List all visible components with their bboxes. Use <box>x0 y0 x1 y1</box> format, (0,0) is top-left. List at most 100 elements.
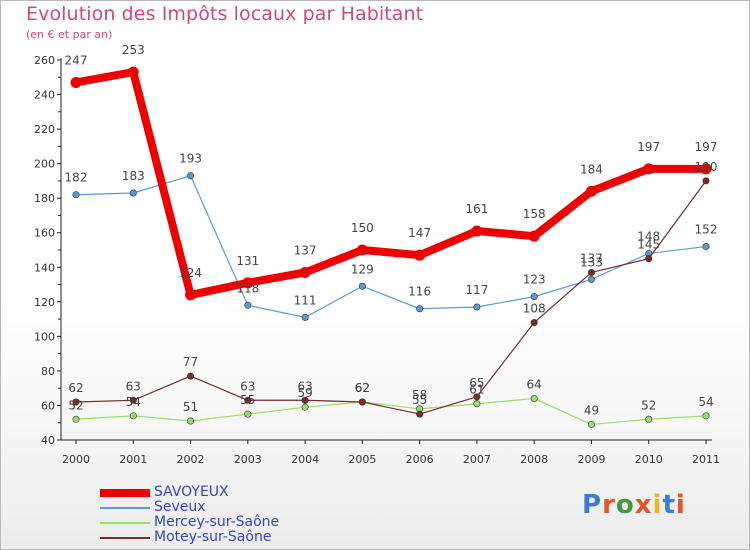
data-point <box>301 396 309 404</box>
data-label: 54 <box>126 395 141 409</box>
chart-title: Evolution des Impôts locaux par Habitant <box>26 3 424 25</box>
data-label: 62 <box>355 381 370 395</box>
data-point <box>645 415 653 423</box>
data-label: 111 <box>294 293 317 307</box>
data-label: 183 <box>122 169 145 183</box>
data-point <box>72 415 80 423</box>
data-point <box>129 189 137 197</box>
data-point <box>185 289 197 301</box>
data-point <box>702 177 710 185</box>
x-tick-label: 2005 <box>348 453 376 466</box>
data-point <box>528 230 540 242</box>
data-point <box>700 163 712 175</box>
data-point <box>129 396 137 404</box>
data-point <box>72 398 80 406</box>
x-tick-label: 2001 <box>119 453 147 466</box>
data-label: 158 <box>523 207 546 221</box>
x-tick-label: 2010 <box>635 453 663 466</box>
data-label: 55 <box>412 393 427 407</box>
line-chart: 40 60 80 100 120 140 160 180 200 220 240 260 2000 200… <box>34 43 720 466</box>
data-point <box>587 268 595 276</box>
logo-letter: x <box>634 490 653 520</box>
data-label: 247 <box>65 53 88 67</box>
series-line-savoyeux <box>72 68 710 299</box>
data-label: 147 <box>408 226 431 240</box>
data-label: 77 <box>183 355 198 369</box>
y-tick-label: 80 <box>41 365 55 378</box>
data-label: 129 <box>351 262 374 276</box>
data-label: 117 <box>465 283 488 297</box>
y-tick-label: 140 <box>34 261 55 274</box>
data-label: 133 <box>580 255 603 269</box>
x-tick-label: 2003 <box>234 453 262 466</box>
data-point <box>530 319 538 327</box>
data-label: 197 <box>637 140 660 154</box>
data-label: 63 <box>126 379 141 393</box>
logo-letter: i <box>675 490 686 520</box>
legend-swatch <box>100 489 150 497</box>
data-label: 152 <box>695 223 718 237</box>
data-point <box>244 396 252 404</box>
data-label: 116 <box>408 285 431 299</box>
data-point <box>358 398 366 406</box>
y-tick-label: 160 <box>34 227 55 240</box>
data-point <box>299 266 311 278</box>
y-tick-label: 60 <box>41 399 55 412</box>
data-label: 58 <box>412 388 427 402</box>
legend-swatch <box>100 507 150 509</box>
data-point <box>244 301 252 309</box>
data-point <box>242 277 254 289</box>
data-label: 148 <box>637 229 660 243</box>
data-label: 61 <box>469 383 484 397</box>
data-point <box>702 243 710 251</box>
data-label: 54 <box>698 395 713 409</box>
data-point <box>471 225 483 237</box>
data-label: 52 <box>68 398 83 412</box>
y-tick-label: 200 <box>34 158 55 171</box>
data-label: 137 <box>580 251 603 265</box>
x-tick-label: 2011 <box>692 453 720 466</box>
data-label: 123 <box>523 273 546 287</box>
data-label: 62 <box>355 381 370 395</box>
proxiti-logo: Proxiti <box>582 490 686 520</box>
data-label: 197 <box>695 140 718 154</box>
y-tick-label: 240 <box>34 89 55 102</box>
data-point <box>129 412 137 420</box>
legend-label: SAVOYEUX <box>154 484 229 500</box>
data-point <box>358 282 366 290</box>
legend-swatch <box>100 537 150 539</box>
data-label: 150 <box>351 221 374 235</box>
data-label: 184 <box>580 162 603 176</box>
y-tick-label: 40 <box>41 434 55 447</box>
data-point <box>473 303 481 311</box>
data-label: 131 <box>236 254 259 268</box>
data-label: 145 <box>637 238 660 252</box>
data-point <box>187 417 195 425</box>
x-tick-label: 2002 <box>177 453 205 466</box>
data-point <box>473 393 481 401</box>
series-line-motey-sur-sa-ne <box>75 180 707 415</box>
data-point <box>301 403 309 411</box>
data-label: 118 <box>236 281 259 295</box>
data-point <box>70 76 82 88</box>
logo-letter: o <box>615 490 635 520</box>
data-point <box>585 185 597 197</box>
y-tick-label: 120 <box>34 296 55 309</box>
series-line-seveux <box>75 175 707 318</box>
data-label: 253 <box>122 43 145 57</box>
data-label: 193 <box>179 152 202 166</box>
data-label: 59 <box>297 386 312 400</box>
data-point <box>702 412 710 420</box>
data-point <box>587 275 595 283</box>
data-label: 190 <box>695 160 718 174</box>
data-label: 52 <box>641 398 656 412</box>
data-label: 108 <box>523 302 546 316</box>
data-point <box>473 400 481 408</box>
x-tick-label: 2008 <box>520 453 548 466</box>
data-point <box>530 395 538 403</box>
data-label: 63 <box>240 379 255 393</box>
legend-label: Seveux <box>154 499 206 515</box>
data-label: 182 <box>65 171 88 185</box>
y-tick-label: 180 <box>34 192 55 205</box>
